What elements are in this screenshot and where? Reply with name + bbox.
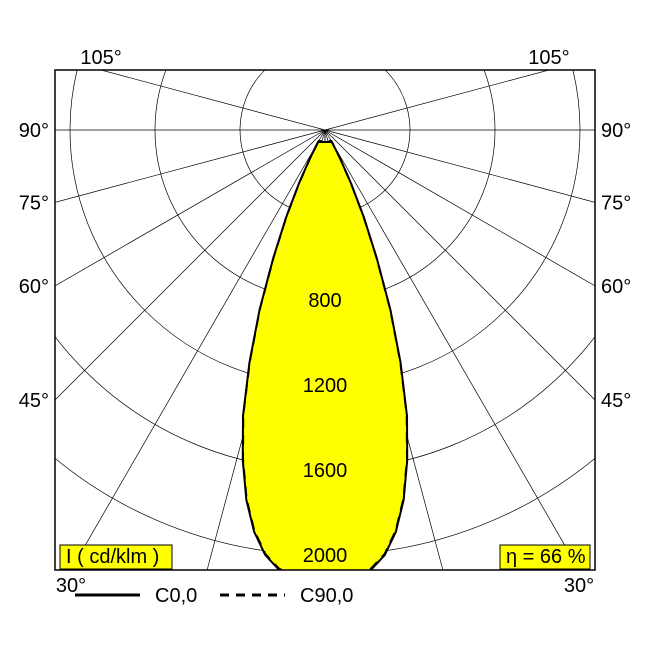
efficiency-label: η = 66 % xyxy=(506,546,586,568)
intensity-label: 1600 xyxy=(303,460,348,482)
units-label: I ( cd/klm ) xyxy=(66,546,159,568)
angle-label-left: 60° xyxy=(19,276,49,298)
angle-label-right: 105° xyxy=(528,47,569,69)
angle-label-right: 90° xyxy=(601,120,631,142)
angle-label-right: 75° xyxy=(601,192,631,214)
intensity-label: 2000 xyxy=(303,545,348,567)
angle-label-left: 45° xyxy=(19,390,49,412)
angle-label-left: 75° xyxy=(19,192,49,214)
legend-label: C0,0 xyxy=(155,585,197,607)
angle-label-left: 105° xyxy=(80,47,121,69)
curves xyxy=(243,141,408,583)
intensity-label: 1200 xyxy=(303,375,348,397)
angle-label-right: 45° xyxy=(601,390,631,412)
intensity-label: 800 xyxy=(308,290,341,312)
legend-label: C90,0 xyxy=(300,585,353,607)
angle-label-right: 30° xyxy=(564,575,594,597)
polar-chart-svg: 80012001600200030°45°60°75°90°105°30°45°… xyxy=(0,0,650,650)
angle-label-left: 90° xyxy=(19,120,49,142)
angle-label-right: 60° xyxy=(601,276,631,298)
polar-chart-container: 80012001600200030°45°60°75°90°105°30°45°… xyxy=(0,0,650,650)
curve-c0 xyxy=(243,142,408,583)
